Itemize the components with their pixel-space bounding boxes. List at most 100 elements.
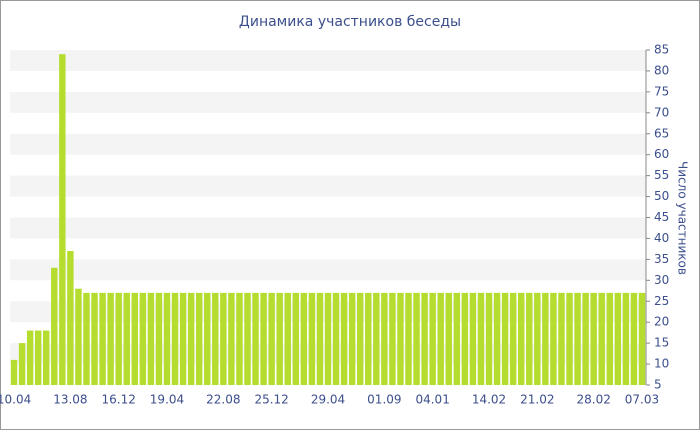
x-tick-label: 07.03: [625, 393, 659, 407]
bar: [381, 292, 388, 385]
bar: [252, 292, 259, 385]
y-tick-label: 65: [654, 126, 669, 140]
bar: [300, 292, 308, 385]
bar: [308, 292, 316, 385]
y-tick-label: 35: [654, 252, 669, 266]
bar: [534, 292, 541, 385]
bar: [228, 292, 235, 385]
bar: [83, 292, 90, 385]
y-tick-label: 5: [654, 378, 662, 392]
y-tick-label: 20: [654, 315, 669, 329]
bar: [461, 292, 469, 385]
chart-title: Динамика участников беседы: [239, 14, 461, 30]
bar: [34, 330, 42, 385]
bar: [43, 330, 50, 385]
bar: [139, 292, 147, 385]
bar: [606, 292, 613, 385]
bar: [509, 292, 517, 385]
bar: [115, 292, 122, 385]
x-tick-label: 13.08: [53, 393, 87, 407]
x-tick-label: 01.09: [367, 393, 401, 407]
bar: [107, 292, 114, 385]
bar: [179, 292, 187, 385]
y-tick-label: 75: [654, 84, 669, 98]
grid-band: [10, 259, 646, 281]
grid-band: [10, 217, 646, 239]
bar: [284, 292, 291, 385]
x-tick-label: 04.01: [415, 393, 449, 407]
x-tick-label: 29.04: [311, 393, 345, 407]
x-tick-label: 28.02: [576, 393, 610, 407]
bar: [99, 292, 106, 385]
bar: [630, 292, 638, 385]
x-tick-label: 22.08: [206, 393, 240, 407]
bar: [638, 292, 646, 385]
bar: [10, 359, 18, 385]
y-tick-label: 45: [654, 210, 669, 224]
y-tick-label: 70: [654, 105, 669, 119]
bar: [373, 292, 380, 385]
y-tick-label: 25: [654, 294, 669, 308]
bar: [614, 292, 622, 385]
bar: [566, 292, 573, 385]
bar: [421, 292, 428, 385]
bar: [67, 251, 74, 385]
bar: [405, 292, 412, 385]
bar: [517, 292, 525, 385]
bar: [542, 292, 549, 385]
y-tick-label: 85: [654, 43, 669, 57]
bar: [51, 267, 58, 385]
bar: [356, 292, 364, 385]
x-tick-label: 14.02: [472, 393, 506, 407]
bar: [244, 292, 251, 385]
bar: [558, 292, 565, 385]
x-tick-label: 10.04: [0, 393, 31, 407]
bar: [348, 292, 356, 385]
y-tick-label: 30: [654, 273, 669, 287]
x-tick-label: 19.04: [150, 393, 184, 407]
bar: [389, 292, 396, 385]
x-tick-label: 25.12: [254, 393, 288, 407]
bar: [598, 292, 605, 385]
bar: [590, 292, 597, 385]
bar: [340, 292, 348, 385]
bar: [365, 292, 372, 385]
y-tick-label: 50: [654, 189, 669, 203]
grid-band: [10, 175, 646, 197]
bar: [493, 292, 501, 385]
bar: [501, 292, 509, 385]
bar: [260, 292, 267, 385]
y-tick-label: 40: [654, 231, 669, 245]
bar: [212, 292, 219, 385]
bar: [187, 292, 195, 385]
bar: [324, 292, 332, 385]
bar: [163, 292, 171, 385]
bar: [582, 292, 589, 385]
bar: [526, 292, 533, 385]
x-tick-label: 21.02: [520, 393, 554, 407]
bar: [220, 292, 227, 385]
bar: [59, 54, 66, 385]
y-axis-label: Число участников: [676, 161, 690, 275]
bar: [268, 292, 275, 385]
bar: [429, 292, 436, 385]
bar: [18, 343, 26, 385]
bar: [236, 292, 243, 385]
y-tick-label: 10: [654, 357, 669, 371]
bar: [123, 292, 130, 385]
bar: [171, 292, 179, 385]
bar: [550, 292, 557, 385]
bar: [155, 292, 163, 385]
y-tick-label: 60: [654, 147, 669, 161]
grid-band: [10, 50, 646, 71]
bar: [477, 292, 485, 385]
bar: [276, 292, 283, 385]
bar: [147, 292, 155, 385]
y-tick-label: 80: [654, 63, 669, 77]
bar: [437, 292, 444, 385]
grid-band: [10, 91, 646, 113]
bar: [316, 292, 324, 385]
y-tick-label: 15: [654, 336, 669, 350]
x-tick-label: 16.12: [102, 393, 136, 407]
